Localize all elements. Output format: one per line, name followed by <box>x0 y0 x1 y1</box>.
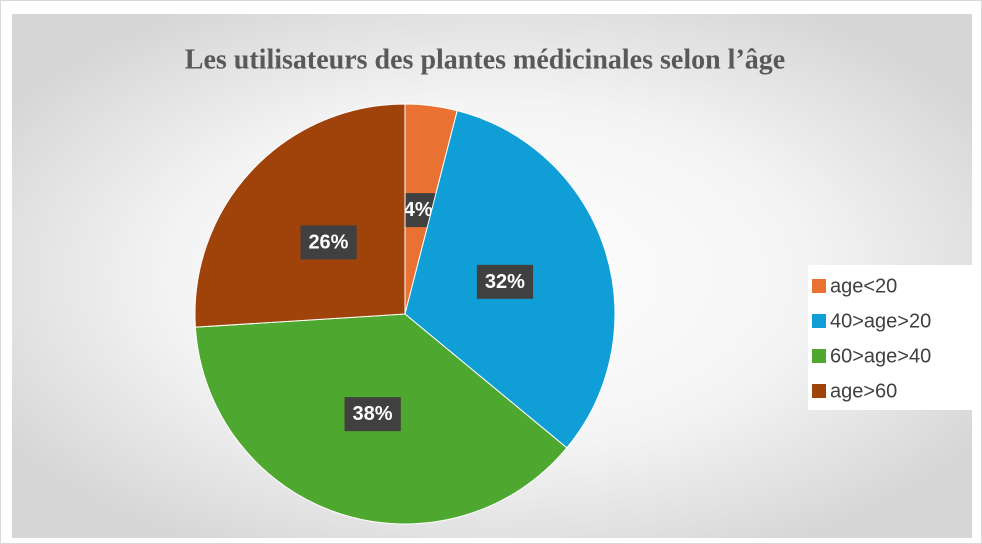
legend-swatch <box>812 384 826 398</box>
data-label: 32% <box>485 271 525 293</box>
pie-slice <box>194 103 406 328</box>
data-label-box <box>300 225 357 260</box>
data-label: 26% <box>308 231 348 253</box>
legend-swatch <box>812 349 826 363</box>
data-label: 4% <box>404 199 433 221</box>
data-label-box <box>344 397 401 432</box>
data-label-box <box>476 264 534 299</box>
legend-label: age<20 <box>830 275 897 297</box>
legend-label: age>60 <box>830 380 897 402</box>
chart-title: Les utilisateurs des plantes médicinales… <box>185 44 785 75</box>
legend-swatch <box>812 279 826 293</box>
legend-label: 40>age>20 <box>830 310 931 332</box>
data-label: 38% <box>353 403 393 425</box>
legend-box <box>808 265 980 410</box>
legend-label: 60>age>40 <box>830 345 931 367</box>
legend-swatch <box>812 314 826 328</box>
